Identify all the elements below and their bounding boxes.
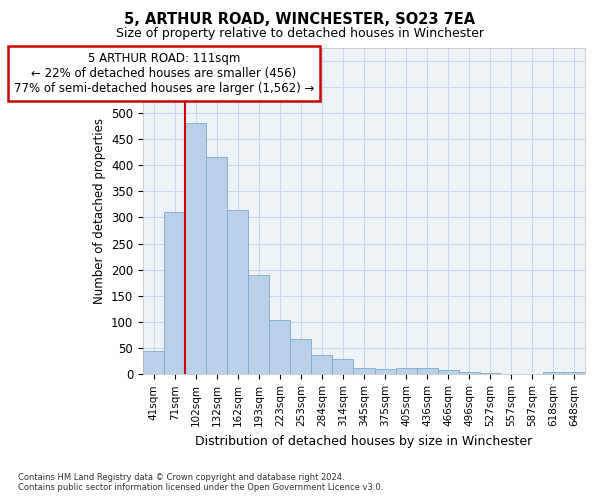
X-axis label: Distribution of detached houses by size in Winchester: Distribution of detached houses by size …	[196, 434, 533, 448]
Bar	[459, 372, 480, 374]
Bar	[206, 158, 227, 374]
Text: 5, ARTHUR ROAD, WINCHESTER, SO23 7EA: 5, ARTHUR ROAD, WINCHESTER, SO23 7EA	[124, 12, 476, 28]
Bar	[290, 339, 311, 374]
Bar	[374, 369, 395, 374]
Bar	[311, 356, 332, 374]
Bar	[353, 368, 374, 374]
Bar	[143, 351, 164, 374]
Bar	[416, 368, 437, 374]
Bar	[269, 320, 290, 374]
Text: Size of property relative to detached houses in Winchester: Size of property relative to detached ho…	[116, 28, 484, 40]
Bar	[564, 372, 585, 374]
Bar	[437, 370, 459, 374]
Bar	[227, 210, 248, 374]
Bar	[395, 368, 416, 374]
Bar	[185, 124, 206, 374]
Text: Contains HM Land Registry data © Crown copyright and database right 2024.
Contai: Contains HM Land Registry data © Crown c…	[18, 473, 383, 492]
Text: 5 ARTHUR ROAD: 111sqm
← 22% of detached houses are smaller (456)
77% of semi-det: 5 ARTHUR ROAD: 111sqm ← 22% of detached …	[14, 52, 314, 95]
Bar	[164, 212, 185, 374]
Y-axis label: Number of detached properties: Number of detached properties	[92, 118, 106, 304]
Bar	[332, 358, 353, 374]
Bar	[248, 275, 269, 374]
Bar	[543, 372, 564, 374]
